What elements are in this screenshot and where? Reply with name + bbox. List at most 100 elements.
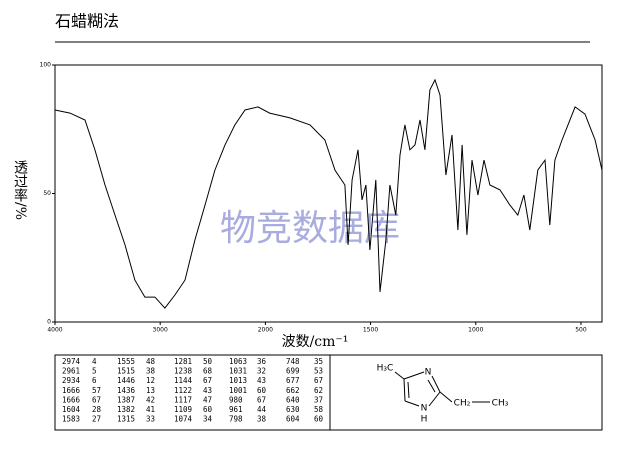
table-cell: 1281 (174, 357, 192, 366)
table-cell: 699 (286, 367, 300, 376)
table-cell: 1013 (229, 376, 247, 385)
table-cell: 62 (314, 386, 323, 395)
table-cell: 677 (286, 376, 300, 385)
table-cell: 1074 (174, 415, 193, 424)
table-cell: 748 (286, 357, 300, 366)
table-cell: 604 (286, 415, 300, 424)
atom-label: CH₃ (492, 399, 509, 409)
table-cell: 36 (257, 357, 267, 366)
atom-label: CH₂ (454, 399, 471, 409)
bond (403, 371, 425, 380)
table-cell: 37 (314, 395, 323, 404)
table-cell: 48 (146, 357, 156, 366)
bond (403, 378, 406, 402)
table-cell: 1387 (117, 395, 135, 404)
table-cell: 68 (203, 367, 213, 376)
bond (394, 371, 405, 380)
table-cell: 1583 (62, 415, 80, 424)
table-cell: 67 (92, 395, 101, 404)
table-cell: 60 (314, 415, 324, 424)
table-cell: 50 (203, 357, 213, 366)
table-cell: 1382 (117, 405, 135, 414)
table-cell: 1666 (62, 386, 81, 395)
x-tick-label: 3000 (153, 327, 168, 334)
y-tick-label: 50 (43, 190, 51, 197)
x-axis-label: 波数/cm⁻¹ (282, 334, 349, 350)
table-cell: 630 (286, 405, 300, 414)
table-cell: 1666 (62, 395, 81, 404)
y-tick-label: 100 (40, 62, 52, 69)
table-frame (54, 354, 603, 431)
table-cell: 57 (92, 386, 101, 395)
atom-label: H₃C (377, 364, 394, 374)
table-cell: 42 (146, 395, 155, 404)
table-cell: 798 (229, 415, 243, 424)
table-cell: 1122 (174, 386, 192, 395)
table-cell: 35 (314, 357, 323, 366)
table-cell: 58 (314, 405, 324, 414)
chart-title: 石蜡糊法 (55, 12, 119, 31)
table-cell: 43 (257, 376, 266, 385)
table-cell: 5 (92, 367, 97, 376)
table-cell: 60 (257, 386, 267, 395)
table-cell: 33 (146, 415, 155, 424)
x-tick-label: 4000 (47, 327, 62, 334)
table-cell: 1117 (174, 395, 192, 404)
table-cell: 1555 (117, 357, 135, 366)
atom-label: N (421, 404, 428, 414)
table-cell: 1446 (117, 376, 136, 385)
x-tick-label: 500 (575, 327, 587, 334)
atom-label: N (425, 368, 432, 378)
table-cell: 38 (257, 415, 267, 424)
table-cell: 1436 (117, 386, 136, 395)
table-cell: 27 (92, 415, 101, 424)
table-cell: 67 (257, 395, 266, 404)
table-cell: 38 (146, 367, 156, 376)
table-cell: 1238 (174, 367, 193, 376)
table-cell: 41 (146, 405, 155, 414)
table-cell: 1031 (229, 367, 247, 376)
table-cell: 961 (229, 405, 243, 414)
table-cell: 4 (92, 357, 97, 366)
table-cell: 32 (257, 367, 266, 376)
table-cell: 662 (286, 386, 300, 395)
atom-label: H (421, 415, 428, 425)
table-cell: 43 (203, 386, 212, 395)
table-cell: 53 (314, 367, 323, 376)
table-cell: 28 (92, 405, 102, 414)
x-tick-label: 2000 (258, 327, 273, 334)
table-cell: 67 (203, 376, 212, 385)
table-cell: 640 (286, 395, 300, 404)
structure (394, 371, 490, 407)
table-cell: 1063 (229, 357, 247, 366)
table-cell: 12 (146, 376, 155, 385)
y-axis-label: 透过率/% (12, 160, 28, 220)
x-tick-label: 1000 (468, 327, 483, 334)
table-cell: 980 (229, 395, 243, 404)
table-cell: 1001 (229, 386, 247, 395)
table-cell: 47 (203, 395, 212, 404)
table-cell: 13 (146, 386, 155, 395)
bond (427, 379, 436, 393)
table-cell: 1604 (62, 405, 81, 414)
table-cell: 2934 (62, 376, 81, 385)
spectrum-line (54, 78, 603, 309)
table-cell: 44 (257, 405, 267, 414)
bond (439, 391, 453, 403)
bond (431, 375, 441, 393)
table-cell: 6 (92, 376, 97, 385)
x-tick-label: 1500 (363, 327, 378, 334)
table-cell: 1109 (174, 405, 192, 414)
y-tick-label: 0 (47, 319, 51, 326)
table-cell: 67 (314, 376, 323, 385)
bond (407, 381, 410, 399)
watermark: 物竞数据库 (220, 208, 400, 249)
bond (428, 391, 441, 407)
table-cell: 60 (203, 405, 213, 414)
bond (404, 400, 420, 407)
table-cell: 34 (203, 415, 213, 424)
table-cell: 1144 (174, 376, 193, 385)
table-cell: 1515 (117, 367, 135, 376)
table-cell: 2974 (62, 357, 81, 366)
